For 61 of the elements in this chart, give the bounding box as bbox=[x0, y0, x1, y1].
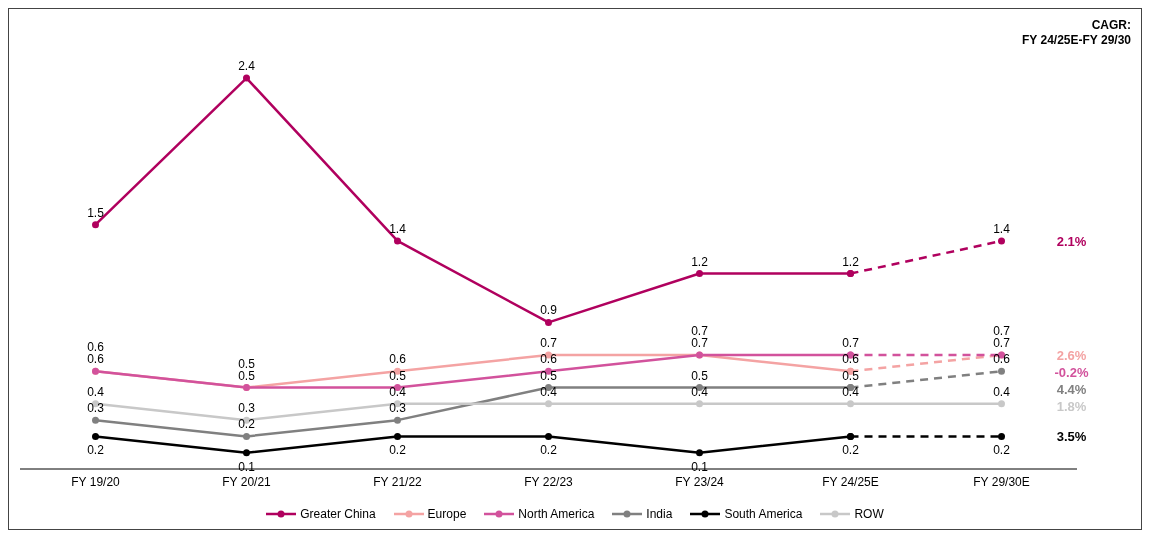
legend-label: Europe bbox=[427, 507, 467, 521]
data-label: 0.4 bbox=[87, 384, 105, 399]
data-label: 0.5 bbox=[842, 368, 860, 383]
x-tick-label: FY 24/25E bbox=[822, 474, 879, 489]
x-tick-label: FY 23/24 bbox=[675, 474, 725, 489]
data-label: 0.6 bbox=[87, 352, 105, 367]
data-label: 0.6 bbox=[842, 352, 860, 367]
data-label: 0.6 bbox=[87, 340, 105, 355]
x-tick-label: FY 22/23 bbox=[524, 474, 574, 489]
data-label: 0.9 bbox=[540, 303, 558, 318]
x-tick-label: FY 21/22 bbox=[373, 474, 423, 489]
data-label: 0.7 bbox=[540, 335, 558, 350]
data-label: 0.4 bbox=[540, 384, 558, 399]
data-label: 0.3 bbox=[87, 401, 105, 416]
x-tick-label: FY 19/20 bbox=[71, 474, 121, 489]
data-label: 0.2 bbox=[540, 443, 558, 458]
data-label: 0.5 bbox=[389, 368, 407, 383]
data-label: 0.3 bbox=[238, 401, 256, 416]
data-label: 1.5 bbox=[87, 205, 105, 220]
annotation: 2.1% bbox=[1056, 233, 1087, 249]
annotation: 3.5% bbox=[1056, 429, 1087, 445]
data-label: 0.5 bbox=[691, 368, 709, 383]
data-label: 0.5 bbox=[540, 368, 558, 383]
data-label: 0.6 bbox=[993, 352, 1011, 367]
data-label: 0.7 bbox=[993, 335, 1011, 350]
data-label: 0.2 bbox=[842, 443, 860, 458]
legend-label: Greater China bbox=[300, 507, 376, 521]
data-label: 0.7 bbox=[842, 335, 860, 350]
data-label: 1.4 bbox=[389, 221, 407, 236]
text: CAGR: FY 24/25E-FY 29/30 bbox=[1022, 18, 1132, 47]
x-tick-label: FY 29/30E bbox=[973, 474, 1030, 489]
data-label: 0.7 bbox=[691, 335, 709, 350]
data-label: 0.5 bbox=[238, 356, 256, 371]
data-label: 1.2 bbox=[842, 254, 860, 269]
data-label: 2.4 bbox=[238, 59, 256, 74]
data-label: 1.2 bbox=[691, 254, 709, 269]
legend-label: India bbox=[646, 507, 673, 521]
data-label: 0.6 bbox=[540, 352, 558, 367]
data-label: 0.7 bbox=[993, 323, 1011, 338]
data-label: 0.1 bbox=[691, 459, 709, 474]
data-label: 1.4 bbox=[993, 221, 1011, 236]
data-label: 0.5 bbox=[238, 368, 256, 383]
data-label: 0.1 bbox=[238, 459, 256, 474]
legend-label: ROW bbox=[854, 507, 884, 521]
data-label: 0.3 bbox=[389, 401, 407, 416]
data-label: 0.2 bbox=[389, 443, 407, 458]
x-tick-label: FY 20/21 bbox=[222, 474, 272, 489]
data-label: 0.4 bbox=[691, 384, 709, 399]
data-label: 0.4 bbox=[993, 384, 1011, 399]
data-label: 0.2 bbox=[993, 443, 1011, 458]
legend-label: North America bbox=[518, 507, 595, 521]
annotation: 2.6% bbox=[1056, 347, 1087, 363]
data-label: 0.2 bbox=[87, 443, 105, 458]
data-label: 0.2 bbox=[238, 417, 256, 432]
data-label: 0.4 bbox=[842, 384, 860, 399]
legend-label: South America bbox=[724, 507, 803, 521]
data-label: 0.6 bbox=[389, 352, 407, 367]
data-label: 0.7 bbox=[691, 323, 709, 338]
annotation: -0.2% bbox=[1054, 364, 1089, 380]
annotation: 4.4% bbox=[1056, 381, 1087, 397]
data-label: 0.4 bbox=[389, 384, 407, 399]
